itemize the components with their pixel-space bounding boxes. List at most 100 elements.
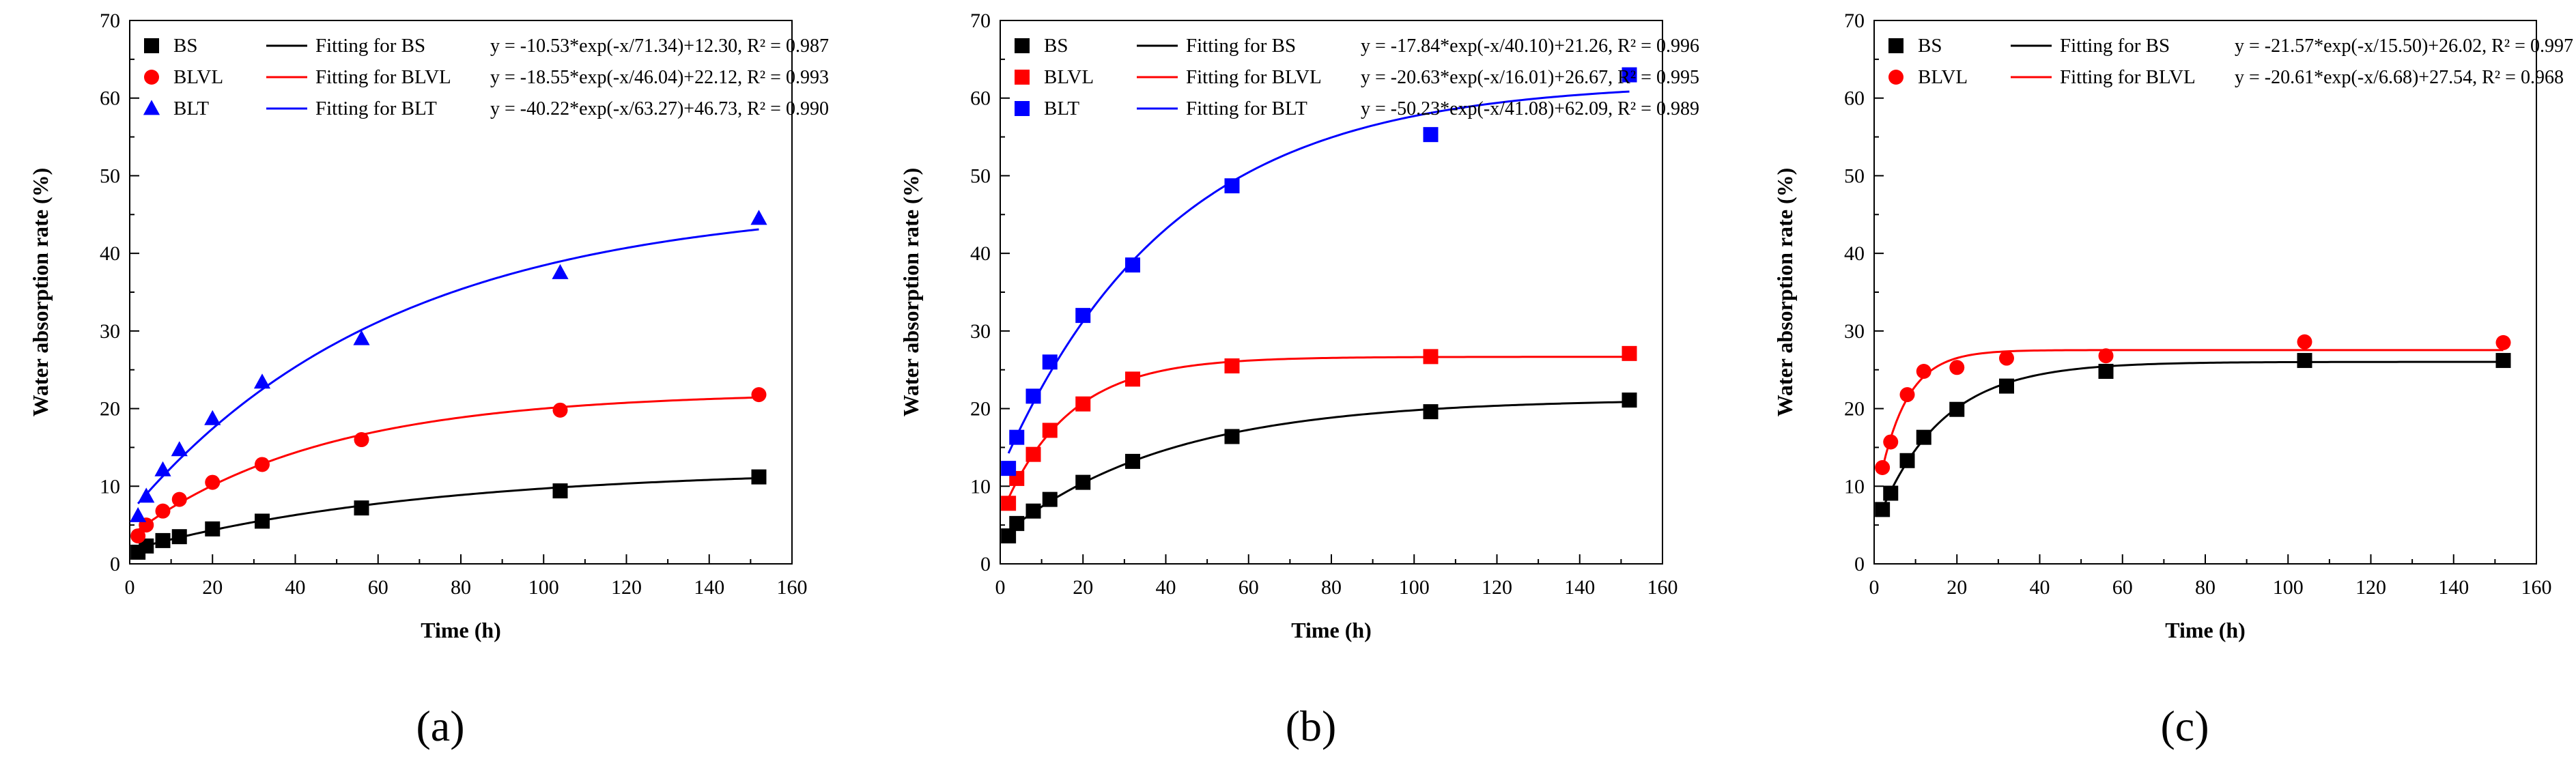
x-tick-label: 20 [1947, 576, 1967, 599]
legend-fit-label-blvl: Fitting for BLVL [2060, 66, 2196, 88]
y-axis-title: Water absorption rate (%) [1772, 168, 1797, 417]
x-axis-title: Time (h) [1291, 618, 1372, 642]
data-point-bs [1009, 515, 1025, 531]
series-bs [1001, 393, 1637, 544]
data-point-bs [2297, 353, 2312, 369]
x-tick-label: 100 [528, 576, 559, 599]
legend-label-blt: BLT [173, 98, 209, 119]
y-tick-label: 40 [1844, 242, 1865, 265]
x-axis-title: Time (h) [421, 618, 501, 642]
x-tick-label: 100 [2273, 576, 2304, 599]
panel-label: (c) [2160, 702, 2209, 750]
x-tick-label: 40 [1156, 576, 1176, 599]
y-tick-label: 0 [110, 553, 120, 575]
data-point-bs [751, 469, 767, 485]
y-tick-label: 20 [970, 398, 991, 420]
y-tick-label: 40 [100, 242, 120, 265]
fit-curve-bs [137, 476, 759, 550]
data-point-blvl [1622, 345, 1637, 361]
data-point-blvl [751, 387, 767, 403]
data-point-bs [1883, 485, 1899, 501]
y-tick-label: 50 [970, 165, 991, 187]
x-tick-label: 0 [125, 576, 135, 599]
series-blt [1001, 67, 1637, 476]
x-tick-label: 40 [2030, 576, 2050, 599]
data-point-blvl [1899, 387, 1915, 403]
legend-equation-blvl: y = -20.63*exp(-x/16.01)+26.67, R² = 0.9… [1361, 67, 1699, 88]
legend: BS Fitting for BS y = -17.84*exp(-x/40.10)… [1015, 35, 1699, 119]
y-tick-label: 30 [1844, 320, 1865, 343]
legend-label-bs: BS [1918, 35, 1942, 57]
data-point-blvl [155, 503, 171, 519]
y-tick-label: 10 [970, 475, 991, 498]
legend-fit-label-bs: Fitting for BS [1186, 35, 1296, 57]
legend-marker-blt [143, 100, 160, 115]
x-tick-label: 140 [694, 576, 724, 599]
x-tick-label: 100 [1399, 576, 1430, 599]
x-tick-label: 120 [1482, 576, 1512, 599]
data-point-blt [552, 263, 569, 279]
data-point-bs [171, 529, 187, 545]
data-point-blt [253, 373, 271, 389]
legend-marker-blt [1015, 101, 1030, 116]
x-tick-label: 80 [2195, 576, 2216, 599]
series-blt [130, 210, 767, 522]
y-tick-label: 0 [980, 553, 991, 575]
data-point-bs [155, 532, 171, 548]
legend: BS Fitting for BS y = -21.57*exp(-x/15.50)… [1888, 35, 2573, 88]
y-tick-label: 0 [1854, 553, 1865, 575]
series-blvl [130, 387, 767, 544]
x-tick-label: 140 [2438, 576, 2469, 599]
data-point-blvl [205, 474, 221, 490]
series-bs [1875, 353, 2511, 517]
y-tick-label: 30 [970, 320, 991, 343]
series-blvl [1001, 345, 1637, 511]
data-point-blt [353, 330, 370, 345]
x-tick-label: 0 [1869, 576, 1880, 599]
data-point-blvl [1949, 360, 1965, 375]
y-tick-label: 10 [100, 475, 120, 498]
y-tick-label: 50 [100, 165, 120, 187]
y-tick-label: 40 [970, 242, 991, 265]
data-point-bs [1875, 502, 1891, 517]
x-tick-label: 160 [2521, 576, 2552, 599]
x-tick-label: 160 [1647, 576, 1678, 599]
data-point-blvl [255, 457, 270, 472]
x-tick-label: 160 [777, 576, 808, 599]
data-point-blt [1042, 354, 1058, 370]
data-point-blvl [354, 432, 369, 448]
data-point-bs [1042, 491, 1058, 507]
legend-fit-label-bs: Fitting for BS [315, 35, 425, 57]
x-tick-label: 80 [451, 576, 471, 599]
x-tick-label: 60 [1239, 576, 1259, 599]
data-point-blvl [1025, 446, 1041, 462]
data-point-bs [1423, 404, 1439, 420]
data-point-blt [1001, 461, 1017, 476]
series-blvl [1875, 334, 2511, 475]
data-point-blvl [1224, 358, 1240, 374]
fit-curve-bs [1881, 360, 2504, 510]
x-axis-title: Time (h) [2165, 618, 2246, 642]
x-tick-label: 120 [2355, 576, 2386, 599]
data-point-blt [1075, 308, 1091, 324]
data-point-bs [2098, 363, 2114, 379]
data-point-bs [1025, 503, 1041, 519]
legend: BS Fitting for BS y = -10.53*exp(-x/71.34)… [143, 35, 829, 119]
data-point-blt [204, 410, 221, 425]
legend-label-bs: BS [1044, 35, 1068, 57]
legend-equation-bs: y = -21.57*exp(-x/15.50)+26.02, R² = 0.9… [2235, 35, 2573, 57]
fit-curve-blt [137, 228, 759, 504]
legend-marker-bs [1888, 38, 1903, 53]
legend-marker-blvl [144, 70, 159, 85]
data-point-blt [1224, 178, 1240, 194]
data-point-bs [1224, 429, 1240, 444]
fit-curve-blvl [1007, 356, 1630, 499]
data-point-blt [138, 487, 155, 503]
x-tick-label: 20 [202, 576, 223, 599]
data-point-blvl [552, 402, 568, 418]
data-point-blt [1622, 67, 1637, 83]
data-point-bs [1999, 378, 2014, 394]
data-point-bs [354, 500, 369, 516]
data-point-bs [1075, 474, 1091, 490]
data-point-blvl [1875, 459, 1891, 475]
